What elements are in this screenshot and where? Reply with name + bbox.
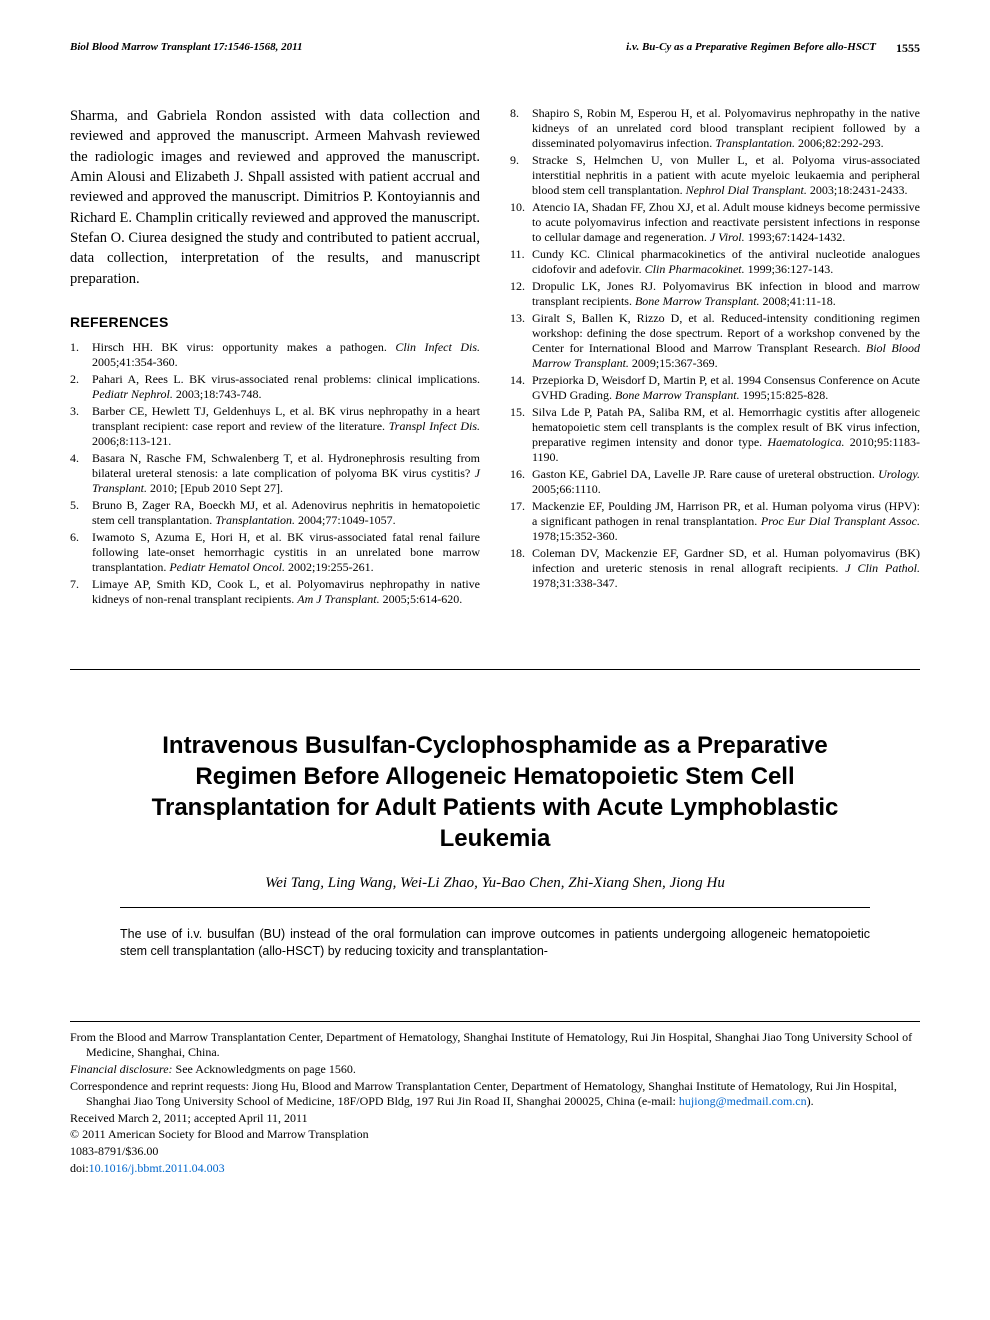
reference-journal: J Clin Pathol.	[845, 561, 920, 575]
reference-item: Pahari A, Rees L. BK virus-associated re…	[70, 372, 480, 402]
financial-disclosure-text: See Acknowledgments on page 1560.	[173, 1062, 356, 1076]
reference-journal: Transpl Infect Dis.	[389, 419, 480, 433]
reference-item: Giralt S, Ballen K, Rizzo D, et al. Redu…	[510, 311, 920, 371]
reference-item: Silva Lde P, Patah PA, Saliba RM, et al.…	[510, 405, 920, 465]
left-column: Sharma, and Gabriela Rondon assisted wit…	[70, 106, 480, 609]
reference-journal: Transplantation.	[715, 136, 795, 150]
reference-item: Basara N, Rasche FM, Schwalenberg T, et …	[70, 451, 480, 496]
reference-journal: Clin Pharmacokinet.	[645, 262, 745, 276]
reference-journal: Bone Marrow Transplant.	[635, 294, 760, 308]
financial-disclosure-label: Financial disclosure:	[70, 1062, 173, 1076]
reference-item: Przepiorka D, Weisdorf D, Martin P, et a…	[510, 373, 920, 403]
reference-journal: J Virol.	[710, 230, 745, 244]
reference-item: Bruno B, Zager RA, Boeckh MJ, et al. Ade…	[70, 498, 480, 528]
correspondence-email-link[interactable]: hujiong@medmail.com.cn	[679, 1094, 807, 1108]
references-heading: REFERENCES	[70, 313, 480, 332]
reference-item: Limaye AP, Smith KD, Cook L, et al. Poly…	[70, 577, 480, 607]
reference-journal: Am J Transplant.	[297, 592, 379, 606]
reference-item: Stracke S, Helmchen U, von Muller L, et …	[510, 153, 920, 198]
reference-journal: Urology.	[878, 467, 920, 481]
footnote-correspondence: Correspondence and reprint requests: Jio…	[70, 1079, 920, 1110]
doi-label: doi:	[70, 1161, 89, 1175]
reference-item: Dropulic LK, Jones RJ. Polyomavirus BK i…	[510, 279, 920, 309]
references-list-right: Shapiro S, Robin M, Esperou H, et al. Po…	[510, 106, 920, 591]
title-rule	[120, 907, 870, 908]
footnote-financial: Financial disclosure: See Acknowledgment…	[70, 1062, 920, 1078]
reference-item: Coleman DV, Mackenzie EF, Gardner SD, et…	[510, 546, 920, 591]
article-authors: Wei Tang, Ling Wang, Wei-Li Zhao, Yu-Bao…	[70, 873, 920, 893]
footnote-copyright: © 2011 American Society for Blood and Ma…	[70, 1127, 920, 1143]
reference-item: Iwamoto S, Azuma E, Hori H, et al. BK vi…	[70, 530, 480, 575]
main-two-column: Sharma, and Gabriela Rondon assisted wit…	[70, 106, 920, 609]
reference-item: Hirsch HH. BK virus: opportunity makes a…	[70, 340, 480, 370]
reference-journal: Nephrol Dial Transplant.	[686, 183, 807, 197]
reference-journal: Bone Marrow Transplant.	[615, 388, 740, 402]
footnote-issn: 1083-8791/$36.00	[70, 1144, 920, 1160]
footnote-doi: doi:10.1016/j.bbmt.2011.04.003	[70, 1161, 920, 1177]
header-left: Biol Blood Marrow Transplant 17:1546-156…	[70, 40, 302, 56]
reference-journal: Pediatr Hematol Oncol.	[169, 560, 285, 574]
footnote-affiliation: From the Blood and Marrow Transplantatio…	[70, 1030, 920, 1061]
correspondence-end: ).	[807, 1094, 814, 1108]
abstract-text: The use of i.v. busulfan (BU) instead of…	[120, 926, 870, 961]
reference-item: Mackenzie EF, Poulding JM, Harrison PR, …	[510, 499, 920, 544]
references-list-left: Hirsch HH. BK virus: opportunity makes a…	[70, 340, 480, 607]
header-right: i.v. Bu-Cy as a Preparative Regimen Befo…	[626, 40, 920, 56]
footnotes-block: From the Blood and Marrow Transplantatio…	[70, 1021, 920, 1176]
article-divider	[70, 669, 920, 670]
acknowledgments-paragraph: Sharma, and Gabriela Rondon assisted wit…	[70, 106, 480, 289]
reference-journal: Biol Blood Marrow Transplant.	[532, 341, 920, 370]
reference-journal: Proc Eur Dial Transplant Assoc.	[761, 514, 920, 528]
reference-item: Gaston KE, Gabriel DA, Lavelle JP. Rare …	[510, 467, 920, 497]
footnote-received: Received March 2, 2011; accepted April 1…	[70, 1111, 920, 1127]
header-short-title: i.v. Bu-Cy as a Preparative Regimen Befo…	[626, 40, 876, 56]
reference-item: Cundy KC. Clinical pharmacokinetics of t…	[510, 247, 920, 277]
reference-journal: Pediatr Nephrol.	[92, 387, 173, 401]
reference-item: Barber CE, Hewlett TJ, Geldenhuys L, et …	[70, 404, 480, 449]
reference-journal: J Transplant.	[92, 466, 480, 495]
reference-journal: Haematologica.	[767, 435, 844, 449]
article-title: Intravenous Busulfan-Cyclophosphamide as…	[110, 730, 880, 855]
reference-item: Atencio IA, Shadan FF, Zhou XJ, et al. A…	[510, 200, 920, 245]
reference-journal: Clin Infect Dis.	[395, 340, 480, 354]
reference-journal: Transplantation.	[215, 513, 295, 527]
right-column: Shapiro S, Robin M, Esperou H, et al. Po…	[510, 106, 920, 609]
page-number: 1555	[896, 40, 920, 56]
running-header: Biol Blood Marrow Transplant 17:1546-156…	[70, 40, 920, 56]
doi-link[interactable]: 10.1016/j.bbmt.2011.04.003	[89, 1161, 225, 1175]
reference-item: Shapiro S, Robin M, Esperou H, et al. Po…	[510, 106, 920, 151]
